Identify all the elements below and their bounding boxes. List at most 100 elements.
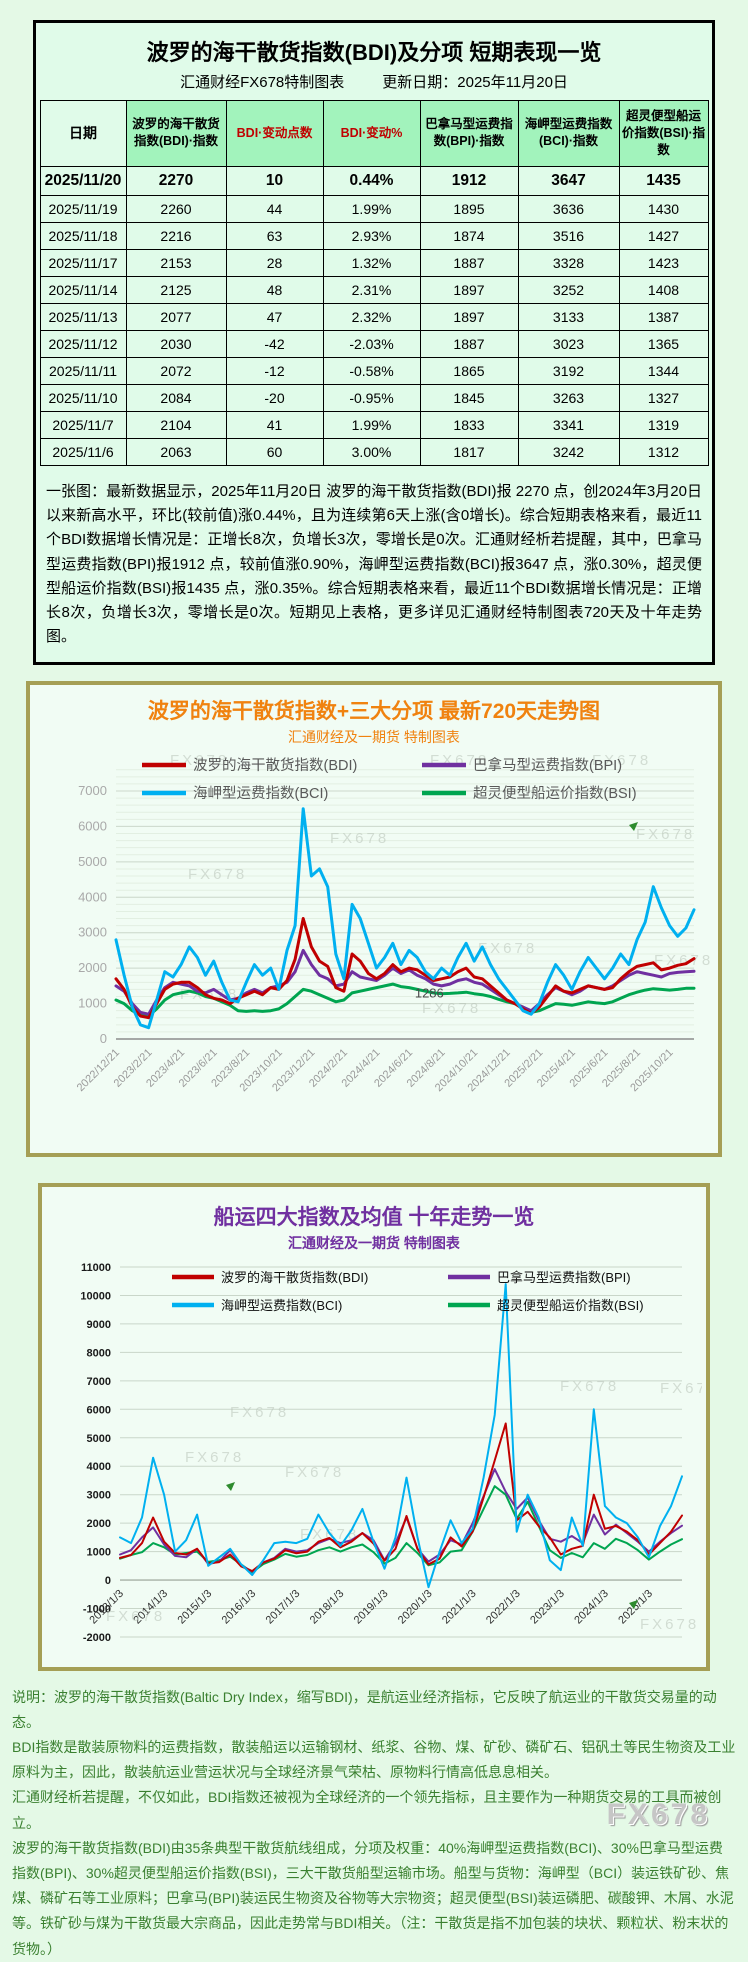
y-tick-label: 5000 — [87, 1432, 111, 1444]
table-cell: -12 — [225, 356, 324, 385]
bdi-short-term-table: 日期 波罗的海干散货指数(BDI)·指数 BDI·变动点数 BDI·变动% 巴拿马型运费… — [39, 100, 709, 466]
table-cell: 2025/11/7 — [39, 410, 127, 439]
table-cell: 1845 — [419, 383, 519, 412]
table-cell: 60 — [225, 437, 324, 466]
chart-watermark: FX678 — [422, 1000, 481, 1017]
chart-720-section: 波罗的海干散货指数+三大分项 最新720天走势图 汇通财经及一期货 特制图表 0… — [26, 680, 722, 1157]
table-cell: 0.44% — [322, 165, 421, 196]
x-tick-label: 2024/1/3 — [572, 1587, 611, 1626]
table-row: 2025/11/6 2063 60 3.00% 1817 3242 1312 — [39, 437, 709, 466]
triangle-marker — [629, 821, 638, 831]
chart-watermark: FX678 — [654, 952, 713, 969]
y-tick-label: -1000 — [83, 1603, 111, 1615]
table-cell: 2063 — [125, 437, 227, 466]
table-cell: 1887 — [419, 329, 519, 358]
table-note: 一张图：最新数据显示，2025年11月20日 波罗的海干散货指数(BDI)报 2… — [46, 482, 702, 646]
table-cell: 3636 — [517, 194, 620, 223]
table-cell: 2104 — [125, 410, 227, 439]
legend-label: 海岬型运费指数(BCI) — [193, 785, 328, 802]
table-cell: 2084 — [125, 383, 227, 412]
x-tick-label: 2016/1/3 — [220, 1587, 259, 1626]
table-cell: 63 — [225, 221, 324, 250]
table-cell: 1817 — [419, 437, 519, 466]
table-cell: 1.99% — [322, 194, 421, 223]
chart-watermark: FX678 — [185, 1449, 244, 1466]
table-cell: 2153 — [125, 248, 227, 277]
table-cell: 1423 — [618, 248, 709, 277]
chart-720-subtitle: 汇通财经及一期货 特制图表 — [288, 728, 460, 745]
table-cell: 1435 — [618, 165, 709, 196]
table-cell: -42 — [225, 329, 324, 358]
chart-watermark: FX678 — [478, 940, 537, 957]
chart-720-title: 波罗的海干散货指数+三大分项 最新720天走势图 — [147, 699, 601, 723]
fx678-brand-watermark: FX678 — [606, 1798, 710, 1831]
chart-watermark: FX678 — [330, 830, 389, 847]
table-cell: 2.93% — [322, 221, 421, 250]
chart-720-canvas: 010002000300040005000600070002022/12/212… — [75, 752, 713, 1094]
y-tick-label: 2000 — [78, 960, 107, 975]
table-cell: 2260 — [125, 194, 227, 223]
legend-label: 超灵便型船运价指数(BSI) — [497, 1298, 644, 1313]
column-header: 波罗的海干散货指数(BDI)·指数 — [125, 100, 227, 167]
table-row: 2025/11/17 2153 28 1.32% 1887 3328 1423 — [39, 248, 709, 277]
chart-watermark: FX678 — [560, 1378, 619, 1395]
table-cell: 1312 — [618, 437, 709, 466]
table-cell: 41 — [225, 410, 324, 439]
page: 波罗的海干散货指数(BDI)及分项 短期表现一览 汇通财经FX678特制图表 更新… — [0, 20, 748, 1962]
table-cell: 2030 — [125, 329, 227, 358]
table-cell: 3133 — [517, 302, 620, 331]
table-row: 2025/11/19 2260 44 1.99% 1895 3636 1430 — [39, 194, 709, 223]
table-row: 2025/11/18 2216 63 2.93% 1874 3516 1427 — [39, 221, 709, 250]
table-source: 汇通财经FX678特制图表 — [180, 74, 345, 91]
table-cell: 2072 — [125, 356, 227, 385]
table-row: 2025/11/10 2084 -20 -0.95% 1845 3263 1327 — [39, 383, 709, 412]
column-header: 超灵便型船运价指数(BSI)·指数 — [618, 100, 709, 167]
x-tick-label: 2020/1/3 — [396, 1587, 435, 1626]
y-tick-label: 7000 — [87, 1376, 111, 1388]
y-tick-label: 9000 — [87, 1319, 111, 1331]
data-point-label: 1286 — [415, 985, 444, 1000]
short-term-table-section: 波罗的海干散货指数(BDI)及分项 短期表现一览 汇通财经FX678特制图表 更新… — [33, 20, 715, 665]
y-tick-label: 1000 — [78, 995, 107, 1010]
table-cell: 2025/11/14 — [39, 275, 127, 304]
table-cell: 44 — [225, 194, 324, 223]
chart-watermark: FX678 — [300, 1526, 359, 1543]
table-cell: 3647 — [517, 165, 620, 196]
table-cell: 3263 — [517, 383, 620, 412]
table-cell: -0.58% — [322, 356, 421, 385]
footer-line-2: BDI指数是散装原物料的运费指数，散装船运以运输钢材、纸浆、谷物、煤、矿砂、磷矿… — [12, 1739, 736, 1781]
chart-watermark: FX678 — [592, 752, 651, 769]
y-tick-label: 0 — [105, 1575, 111, 1587]
y-tick-label: 3000 — [87, 1489, 111, 1501]
table-cell: 2.31% — [322, 275, 421, 304]
table-cell: -2.03% — [322, 329, 421, 358]
table-subtitle: 汇通财经FX678特制图表 更新日期：2025年11月20日 — [36, 71, 712, 92]
table-cell: 2270 — [125, 165, 227, 196]
footer-line-1: 说明：波罗的海干散货指数(Baltic Dry Index，缩写BDI)，是航运… — [12, 1688, 717, 1730]
table-cell: 48 — [225, 275, 324, 304]
triangle-marker — [629, 1599, 638, 1609]
footer-line-4: 波罗的海干散货指数(BDI)由35条典型干散货航线组成，分项及权重：40%海岬型… — [12, 1839, 734, 1957]
table-cell: 2025/11/12 — [39, 329, 127, 358]
chart-10y-title: 船运四大指数及均值 十年走势一览 — [213, 1205, 535, 1229]
table-cell: 1344 — [618, 356, 709, 385]
table-cell: 1327 — [618, 383, 709, 412]
y-tick-label: -2000 — [83, 1632, 111, 1644]
column-header: BDI·变动点数 — [225, 100, 324, 167]
table-cell: 10 — [225, 165, 324, 196]
y-tick-label: 2000 — [87, 1518, 111, 1530]
table-cell: 1865 — [419, 356, 519, 385]
legend-label: 波罗的海干散货指数(BDI) — [193, 757, 357, 774]
table-cell: 1887 — [419, 248, 519, 277]
column-header: BDI·变动% — [322, 100, 421, 167]
table-cell: 2216 — [125, 221, 227, 250]
table-cell: 2025/11/6 — [39, 437, 127, 466]
table-cell: 3242 — [517, 437, 620, 466]
table-cell: 1895 — [419, 194, 519, 223]
table-row: 2025/11/20 2270 10 0.44% 1912 3647 1435 — [39, 165, 709, 196]
column-header: 日期 — [39, 100, 127, 167]
legend-label: 波罗的海干散货指数(BDI) — [221, 1270, 368, 1285]
legend-label: 海岬型运费指数(BCI) — [221, 1298, 342, 1313]
table-cell: 2025/11/13 — [39, 302, 127, 331]
table-cell: 2025/11/20 — [39, 165, 127, 196]
